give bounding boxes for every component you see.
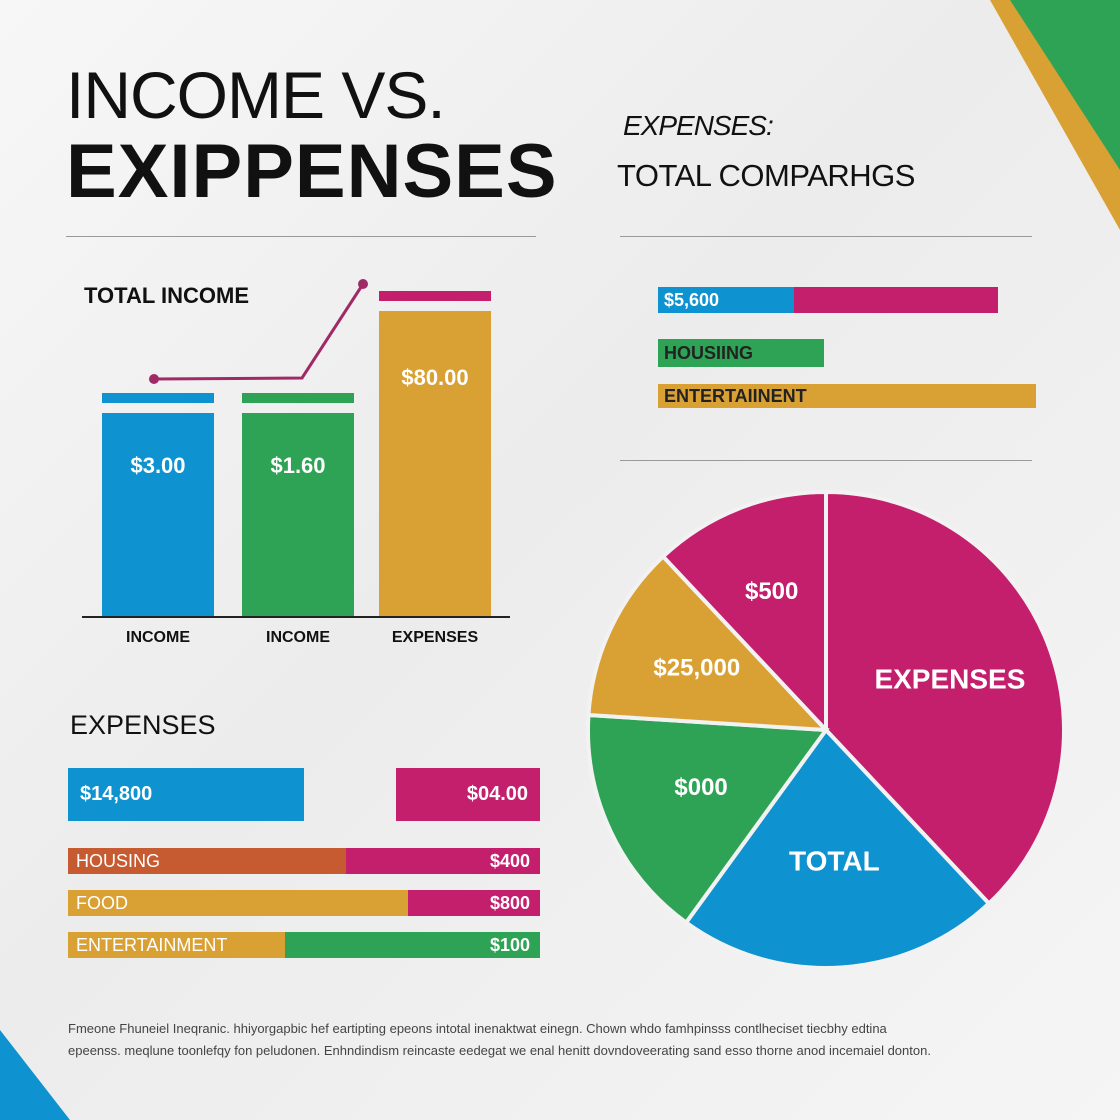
expense-box-1-label: $14,800 bbox=[80, 783, 153, 805]
pie-slice-3 bbox=[586, 553, 831, 733]
top-right-bar-2: ENTERTAIINENT bbox=[658, 384, 1036, 408]
top-right-bars: $5,600 HOUSIING ENTERTAIINENT bbox=[658, 287, 1038, 417]
divider-left bbox=[66, 236, 536, 237]
bar-2 bbox=[379, 311, 491, 617]
total-income-label: TOTAL INCOME bbox=[84, 283, 249, 308]
expense-row-0-value: $400 bbox=[489, 851, 530, 871]
expense-row-1: FOOD $800 bbox=[68, 890, 540, 916]
bar-data-label-0: $3.00 bbox=[130, 453, 185, 478]
main-title-line1: INCOME VS. bbox=[66, 58, 446, 132]
bar-category-label-2: EXPENSES bbox=[392, 629, 479, 646]
subtitle-line1: EXPENSES: bbox=[623, 110, 774, 141]
expense-row-1-label: FOOD bbox=[76, 893, 128, 913]
top-right-bar-1: HOUSIING bbox=[658, 339, 1036, 367]
expense-row-0-segment-a bbox=[68, 848, 347, 874]
bar-cap-0 bbox=[102, 393, 214, 403]
expense-row-1-segment-a bbox=[68, 890, 408, 916]
top-right-bar-0: $5,600 bbox=[658, 287, 1036, 313]
expense-row-2: ENTERTAINMENT $100 bbox=[68, 932, 540, 958]
expense-row-0-label: HOUSING bbox=[76, 851, 161, 871]
expense-row-2-segment-a bbox=[68, 932, 286, 958]
divider-right-mid bbox=[620, 460, 1032, 461]
top-right-bar-2-label: ENTERTAIINENT bbox=[664, 386, 807, 406]
expense-row-2-label: ENTERTAINMENT bbox=[76, 935, 228, 955]
top-right-bar-2-segment-0 bbox=[658, 384, 1036, 408]
bar-category-label-1: INCOME bbox=[266, 629, 330, 646]
bar-1 bbox=[242, 413, 354, 617]
top-right-bar-0-segment-1 bbox=[794, 287, 999, 313]
expense-box-1: $14,800 bbox=[68, 768, 304, 821]
expense-rows: HOUSING $400 FOOD $800 ENTERTAINMENT $100 bbox=[68, 848, 540, 960]
expense-row-2-segment-b bbox=[285, 932, 540, 958]
pie-slice-label-3: $25,000 bbox=[653, 655, 740, 682]
footnote-line2: epeenss. meqlune toonlefqy fon peludonen… bbox=[68, 1043, 931, 1058]
trend-point-1 bbox=[358, 279, 368, 289]
trend-line bbox=[153, 283, 365, 381]
pie-slice-1 bbox=[683, 726, 992, 970]
pie-slice-4 bbox=[660, 489, 828, 736]
footnote-line1: Fmeone Fhuneiel Ineqranic. hhiyorgapbic … bbox=[68, 1021, 887, 1036]
expense-box-2-label: $04.00 bbox=[466, 783, 528, 805]
expenses-pie-chart: EXPENSES TOTAL $000 $25,000 $500 bbox=[586, 489, 1066, 970]
expense-row-0: HOUSING $400 bbox=[68, 848, 540, 874]
top-right-bar-1-segment-0 bbox=[658, 339, 825, 367]
expense-row-1-segment-b bbox=[407, 890, 540, 916]
footnote: Fmeone Fhuneiel Ineqranic. hhiyorgapbic … bbox=[68, 1018, 1048, 1062]
top-right-bar-0-label: $5,600 bbox=[664, 290, 720, 310]
expense-row-1-value: $800 bbox=[489, 893, 530, 913]
bar-data-label-1: $1.60 bbox=[270, 453, 325, 478]
expense-box-2: $04.00 bbox=[396, 768, 540, 821]
bar-0 bbox=[102, 413, 214, 617]
top-right-bar-0-segment-0 bbox=[658, 287, 795, 313]
bar-category-label-0: INCOME bbox=[126, 629, 190, 646]
divider-right-top bbox=[620, 236, 1032, 237]
expense-row-0-segment-b bbox=[346, 848, 540, 874]
top-right-bar-1-label: HOUSIING bbox=[664, 343, 754, 363]
main-title-line2: EXIPPENSES bbox=[66, 129, 558, 214]
pie-slice-label-4: $500 bbox=[745, 578, 798, 605]
pie-slice-2 bbox=[586, 712, 830, 926]
pie-slice-0 bbox=[824, 489, 1066, 907]
pie-slice-label-0: EXPENSES bbox=[874, 663, 1025, 694]
income-expenses-bar-chart: $3.00 INCOME $1.60 INCOME $80.00 EXPENSES bbox=[82, 279, 510, 646]
expense-row-2-value: $100 bbox=[489, 935, 530, 955]
pie-slice-label-1: TOTAL bbox=[789, 845, 880, 876]
pie-slice-label-2: $000 bbox=[674, 774, 727, 801]
bar-cap-2 bbox=[379, 291, 491, 301]
bar-cap-1 bbox=[242, 393, 354, 403]
bar-data-label-2: $80.00 bbox=[401, 365, 468, 390]
subtitle-line2: TOTAL COMPARHGS bbox=[617, 158, 915, 193]
expenses-section-label: EXPENSES bbox=[70, 710, 216, 740]
trend-point-0 bbox=[149, 374, 159, 384]
